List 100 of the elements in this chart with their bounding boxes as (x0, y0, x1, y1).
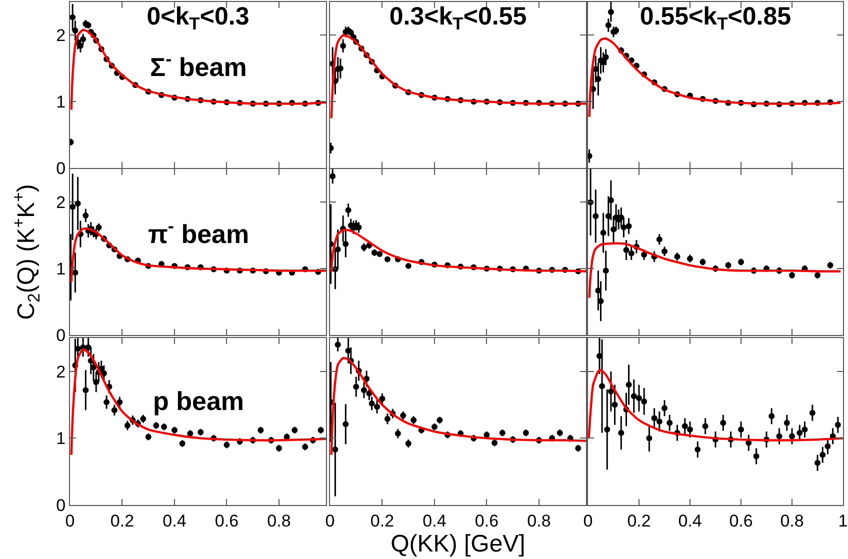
point (379, 396, 386, 402)
point (682, 423, 688, 430)
x-tick-label: 0.2 (370, 511, 394, 530)
point (72, 28, 78, 34)
point (789, 433, 795, 440)
point (592, 213, 599, 220)
point (623, 247, 630, 254)
point (124, 422, 130, 429)
point (802, 426, 808, 433)
point (738, 426, 744, 433)
chart-title: 0.3<k$_{T}$<0.55 (389, 2, 527, 34)
point (600, 230, 606, 236)
x-tick-label: 0.6 (729, 511, 753, 530)
x-tick-label: 0.4 (422, 511, 446, 530)
point (656, 418, 662, 424)
point (179, 440, 186, 447)
x-tick-label: 0.8 (780, 511, 804, 530)
point (80, 36, 86, 42)
point (522, 430, 529, 436)
point (651, 415, 658, 422)
point (646, 435, 652, 442)
y-tick-label: 2 (56, 362, 66, 382)
point (827, 262, 834, 268)
point (618, 430, 624, 436)
y-tick-label: 0 (56, 158, 66, 178)
point (334, 342, 341, 348)
point (318, 427, 324, 434)
point (104, 399, 110, 406)
x-tick-label: 0.4 (162, 511, 186, 530)
y-tick-label: 2 (56, 26, 66, 46)
point (384, 416, 390, 422)
point (140, 416, 146, 422)
point (492, 440, 498, 446)
point (374, 404, 380, 410)
point (342, 421, 349, 428)
point (768, 413, 775, 420)
point (330, 173, 336, 180)
point (630, 393, 637, 400)
point (258, 427, 264, 434)
point (394, 430, 401, 437)
point (368, 400, 375, 406)
point (656, 236, 662, 242)
point (608, 197, 614, 204)
chart-title: 0.55<k$_{T}$<0.85 (640, 2, 792, 34)
x-tick-label: 0.4 (678, 511, 702, 530)
point (82, 212, 89, 218)
x-tick-label: 0.6 (474, 511, 499, 530)
point (602, 268, 609, 274)
point (626, 382, 632, 388)
point (96, 224, 102, 230)
point (360, 387, 367, 394)
point (145, 434, 152, 440)
x-tick-label: 0.8 (267, 511, 291, 530)
point (641, 252, 648, 258)
point (814, 460, 820, 466)
point (153, 422, 160, 429)
point (340, 42, 346, 49)
point (636, 395, 642, 402)
point (171, 427, 178, 434)
point (602, 54, 609, 60)
point (224, 442, 230, 448)
point (628, 250, 634, 256)
point (384, 256, 390, 262)
point (360, 244, 367, 250)
point (161, 424, 168, 430)
x-tick-label: 0 (583, 511, 593, 530)
point (376, 250, 383, 257)
point (610, 226, 616, 232)
point (302, 444, 308, 450)
point (620, 224, 627, 230)
point (720, 420, 726, 426)
point (666, 420, 673, 426)
point (292, 427, 298, 434)
point (405, 440, 412, 447)
chart-title: 0<k$_{T}$<0.3 (146, 2, 250, 34)
point (187, 430, 194, 437)
point (700, 258, 706, 265)
point (345, 207, 352, 214)
point (353, 384, 360, 390)
point (604, 426, 610, 433)
point (824, 443, 831, 450)
y-tick-label: 1 (56, 260, 66, 279)
point (334, 246, 341, 252)
point (575, 445, 582, 452)
point (608, 388, 614, 394)
point (410, 417, 417, 424)
y-tick-label: 1 (56, 92, 66, 112)
y-tick-label: 2 (56, 193, 66, 212)
point (662, 405, 668, 412)
point (371, 250, 378, 256)
point (436, 417, 443, 424)
point (111, 407, 118, 414)
point (85, 344, 92, 350)
point (276, 445, 282, 452)
x-tick-label: 0.8 (527, 511, 551, 530)
point (405, 262, 412, 269)
point (834, 422, 841, 428)
y-tick-label: 0 (56, 326, 66, 345)
point (74, 200, 81, 207)
point (599, 383, 606, 390)
